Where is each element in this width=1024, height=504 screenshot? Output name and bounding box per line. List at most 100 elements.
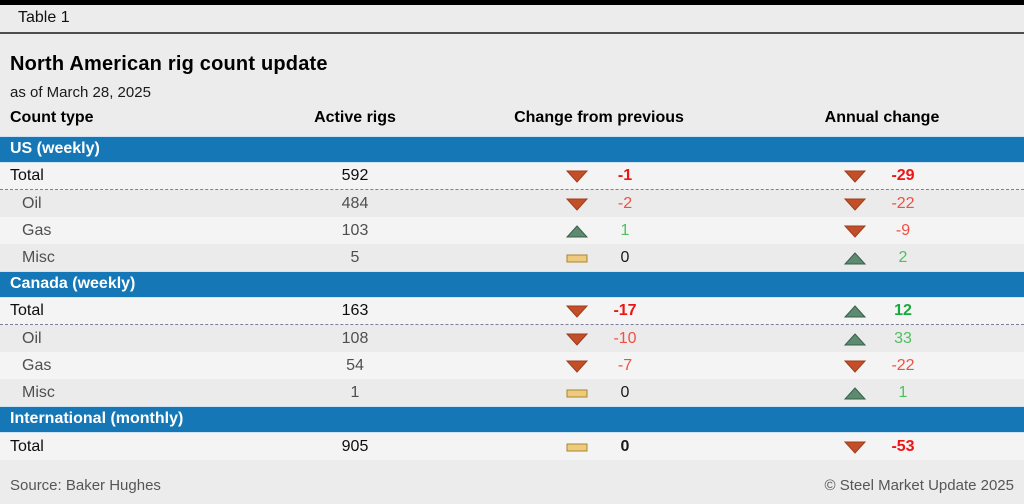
down-triangle-icon [844, 198, 866, 211]
down-triangle-icon [566, 198, 588, 211]
active-rigs-value: 484 [341, 194, 369, 212]
down-triangle-icon [844, 360, 866, 373]
annual-change-cell: 2 [740, 249, 1024, 267]
row-label: Total [10, 302, 44, 319]
source-note: Source: Baker Hughes [10, 477, 161, 494]
up-triangle-icon [566, 224, 588, 237]
change-from-previous-indicator [566, 386, 588, 400]
annual-change-cell: 12 [740, 302, 1024, 320]
row-label: Total [10, 437, 44, 455]
change-from-previous-cell: 1 [430, 222, 740, 240]
column-header-annual-change: Annual change [824, 109, 940, 126]
column-header-change-prev: Change from previous [514, 109, 684, 126]
row-label: Oil [22, 329, 42, 347]
annual-change-indicator [844, 197, 866, 211]
annual-change-value: -53 [891, 437, 915, 455]
table-row: Oil 484 -2 -22 [0, 190, 1024, 217]
annual-change-cell: 1 [740, 384, 1024, 402]
change-from-previous-indicator [566, 304, 588, 318]
change-from-previous-indicator [566, 251, 588, 265]
change-from-previous-indicator [566, 224, 588, 238]
down-triangle-icon [844, 225, 866, 238]
row-label: Gas [22, 356, 52, 374]
up-triangle-icon [844, 332, 866, 345]
row-label: Oil [22, 194, 42, 212]
change-from-previous-value: 1 [620, 221, 630, 239]
change-from-previous-cell: 0 [430, 384, 740, 402]
annual-change-value: -22 [891, 356, 915, 374]
down-triangle-icon [566, 305, 588, 318]
down-triangle-icon [566, 333, 588, 346]
copyright-note: © Steel Market Update 2025 [824, 477, 1015, 494]
top-border-bar [0, 0, 1024, 5]
section-header: US (weekly) [0, 136, 1024, 163]
flat-bar-icon [566, 254, 588, 262]
annual-change-cell: -29 [740, 167, 1024, 185]
change-from-previous-cell: 0 [430, 249, 740, 267]
row-label: Total [10, 167, 44, 184]
down-triangle-icon [566, 360, 588, 373]
change-from-previous-value: -2 [617, 194, 633, 212]
change-from-previous-value: -7 [617, 356, 633, 374]
as-of-date: as of March 28, 2025 [10, 84, 151, 101]
table-row: Misc 5 0 2 [0, 244, 1024, 271]
active-rigs-value: 54 [346, 356, 364, 374]
annual-change-value: 33 [894, 329, 912, 347]
down-triangle-icon [566, 170, 588, 183]
up-triangle-icon [844, 305, 866, 318]
annual-change-indicator [844, 386, 866, 400]
change-from-previous-cell: -10 [430, 330, 740, 348]
column-header-count-type: Count type [10, 109, 94, 126]
change-from-previous-value: -17 [613, 302, 637, 319]
active-rigs-value: 1 [350, 383, 360, 401]
change-from-previous-indicator [566, 359, 588, 373]
up-triangle-icon [844, 251, 866, 264]
annual-change-cell: -22 [740, 357, 1024, 375]
annual-change-cell: -9 [740, 222, 1024, 240]
down-triangle-icon [844, 170, 866, 183]
active-rigs-value: 592 [341, 167, 369, 184]
up-triangle-icon [844, 386, 866, 399]
active-rigs-value: 905 [341, 437, 369, 455]
change-from-previous-indicator [566, 169, 588, 183]
table-row: Gas 103 1 -9 [0, 217, 1024, 244]
active-rigs-value: 5 [350, 248, 360, 266]
change-from-previous-indicator [566, 440, 588, 454]
annual-change-value: 1 [898, 383, 908, 401]
active-rigs-value: 103 [341, 221, 369, 239]
flat-bar-icon [566, 389, 588, 397]
active-rigs-value: 108 [341, 329, 369, 347]
table-row: Oil 108 -10 33 [0, 325, 1024, 352]
change-from-previous-value: -1 [617, 167, 633, 184]
active-rigs-value: 163 [341, 302, 369, 319]
column-header-row: Count type Active rigs Change from previ… [0, 109, 1024, 127]
change-from-previous-cell: -7 [430, 357, 740, 375]
down-triangle-icon [844, 441, 866, 454]
annual-change-value: -29 [891, 167, 915, 184]
change-from-previous-cell: -2 [430, 195, 740, 213]
annual-change-indicator [844, 224, 866, 238]
change-from-previous-value: 0 [620, 248, 630, 266]
change-from-previous-cell: -1 [430, 167, 740, 185]
annual-change-value: -9 [895, 221, 911, 239]
table-number-label: Table 1 [18, 9, 70, 26]
annual-change-cell: 33 [740, 330, 1024, 348]
annual-change-cell: -22 [740, 195, 1024, 213]
header-divider-line [0, 32, 1024, 34]
table-row: Gas 54 -7 -22 [0, 352, 1024, 379]
table-row: Misc 1 0 1 [0, 379, 1024, 406]
flat-bar-icon [566, 443, 588, 451]
annual-change-indicator [844, 332, 866, 346]
change-from-previous-value: -10 [613, 329, 637, 347]
page-title: North American rig count update [10, 53, 328, 75]
change-from-previous-value: 0 [620, 383, 630, 401]
row-label: Misc [22, 248, 55, 266]
change-from-previous-cell: -17 [430, 302, 740, 320]
section-header: International (monthly) [0, 406, 1024, 433]
annual-change-value: 2 [898, 248, 908, 266]
annual-change-indicator [844, 251, 866, 265]
annual-change-indicator [844, 169, 866, 183]
change-from-previous-indicator [566, 332, 588, 346]
table-row: Total 592 -1 -29 [0, 163, 1024, 190]
annual-change-indicator [844, 304, 866, 318]
